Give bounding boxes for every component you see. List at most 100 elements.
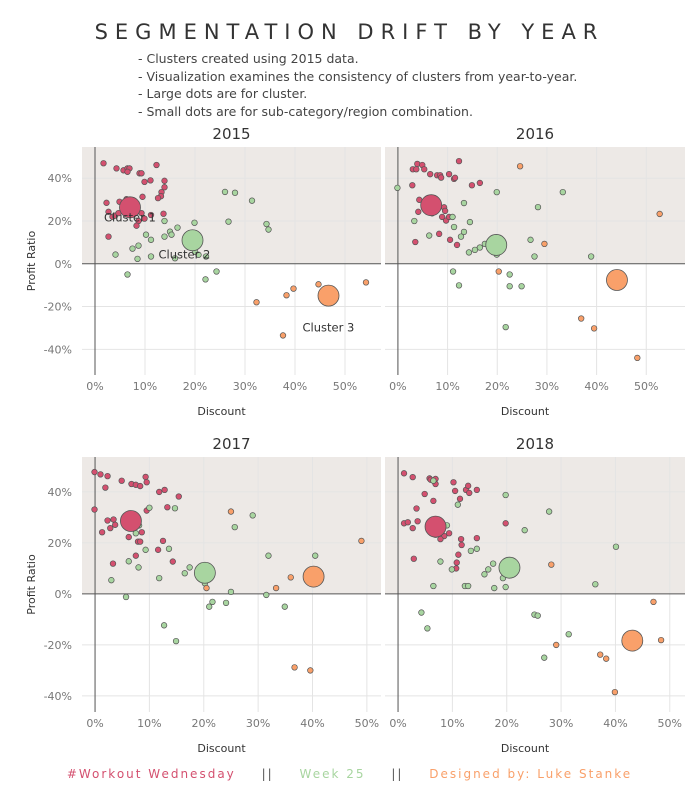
point-cluster-1: [100, 160, 107, 167]
point-cluster-2: [457, 233, 465, 240]
cluster-centroid-1: [120, 510, 142, 532]
point-cluster-2: [265, 226, 272, 233]
point-cluster-2: [125, 558, 132, 565]
point-cluster-1: [161, 486, 168, 494]
panel-2015: 2015 0% 10% 20% 30% 40% 50% -40% -20% 0% 20% 40% Dis…: [25, 125, 381, 418]
point-cluster-2: [565, 631, 572, 638]
x-tick-label: 50%: [333, 380, 357, 393]
point-cluster-1: [105, 233, 112, 240]
point-cluster-2: [231, 523, 238, 531]
point-cluster-3: [597, 651, 604, 658]
point-cluster-2: [460, 228, 468, 236]
point-cluster-1: [133, 222, 140, 229]
point-cluster-1: [445, 171, 453, 178]
point-cluster-2: [493, 188, 500, 196]
point-cluster-2: [248, 197, 256, 204]
scatter-panels: 2015 0% 10% 20% 30% 40% 50% -40% -20% 0% 20% 40% Dis…: [25, 125, 685, 755]
point-cluster-2: [518, 283, 525, 290]
x-tick-label: 30%: [535, 380, 559, 393]
point-cluster-2: [312, 552, 319, 559]
point-cluster-3: [227, 508, 235, 515]
point-cluster-2: [527, 236, 534, 243]
y-tick-label: 40%: [48, 486, 72, 499]
point-cluster-1: [456, 495, 464, 502]
y-tick-label: 20%: [48, 537, 72, 550]
point-cluster-2: [534, 612, 541, 619]
point-cluster-2: [506, 271, 513, 278]
point-cluster-1: [446, 236, 454, 243]
point-cluster-3: [516, 163, 524, 170]
panel-2016: 2016 0% 10% 20% 30% 40% 50% Discount: [385, 125, 685, 418]
point-cluster-3: [650, 598, 657, 605]
point-cluster-1: [421, 166, 428, 173]
point-cluster-1: [139, 193, 146, 200]
x-tick-label: 30%: [233, 380, 257, 393]
point-cluster-3: [279, 332, 287, 339]
point-cluster-1: [175, 493, 182, 500]
point-cluster-2: [168, 231, 175, 238]
point-cluster-1: [410, 555, 417, 562]
y-axis-label: Profit Ratio: [25, 554, 38, 615]
point-cluster-1: [156, 488, 163, 496]
point-cluster-2: [135, 564, 142, 571]
point-cluster-2: [160, 622, 168, 629]
point-cluster-1: [415, 208, 422, 215]
x-axis-label: Discount: [197, 405, 246, 418]
point-cluster-1: [105, 208, 112, 215]
point-cluster-1: [413, 505, 420, 512]
point-cluster-2: [473, 545, 480, 552]
y-tick-label: -20%: [44, 639, 72, 652]
cluster-label: Cluster 3: [303, 321, 355, 335]
panel-title: 2015: [212, 125, 250, 143]
point-cluster-3: [315, 281, 322, 288]
point-cluster-3: [290, 285, 297, 292]
point-cluster-1: [161, 177, 168, 184]
cluster-centroid-1: [420, 194, 443, 217]
point-cluster-1: [455, 551, 462, 558]
point-cluster-1: [142, 473, 149, 481]
cluster-centroid-2: [181, 229, 204, 252]
x-tick-label: 20%: [192, 717, 216, 730]
cluster-label: Cluster 2: [159, 247, 211, 261]
point-cluster-1: [453, 559, 460, 566]
point-cluster-1: [125, 533, 132, 541]
footer-hashtag: #Workout Wednesday: [66, 767, 236, 781]
point-cluster-2: [124, 271, 131, 278]
point-cluster-2: [455, 282, 463, 289]
point-cluster-2: [161, 233, 168, 240]
point-cluster-2: [146, 504, 153, 511]
x-axis-label: Discount: [501, 405, 550, 418]
point-cluster-2: [394, 184, 401, 192]
point-cluster-2: [202, 253, 210, 260]
point-cluster-1: [465, 482, 472, 489]
panel-title: 2016: [516, 125, 554, 143]
point-cluster-1: [102, 484, 109, 491]
x-tick-label: 50%: [634, 380, 658, 393]
x-tick-label: 10%: [440, 717, 464, 730]
cluster-centroid-2: [485, 234, 508, 256]
point-cluster-2: [165, 545, 173, 552]
point-cluster-2: [559, 188, 566, 196]
point-cluster-1: [476, 179, 484, 187]
point-cluster-2: [231, 189, 239, 196]
point-cluster-1: [164, 504, 171, 511]
point-cluster-1: [141, 178, 148, 186]
point-cluster-2: [206, 603, 213, 610]
point-cluster-2: [430, 477, 437, 484]
x-tick-label: 20%: [485, 380, 509, 393]
point-cluster-1: [109, 560, 117, 567]
point-cluster-3: [362, 279, 370, 286]
point-cluster-1: [138, 529, 145, 536]
footer-credit: Designed by: Luke Stanke: [429, 767, 633, 781]
panel-2017: 2017 0% 10% 20% 30% 40% 50% -40% -20% 0% 20% 40% Dis…: [25, 435, 381, 755]
x-tick-label: 20%: [183, 380, 207, 393]
point-cluster-2: [174, 224, 181, 231]
point-cluster-2: [490, 560, 497, 567]
point-cluster-2: [135, 242, 142, 249]
point-cluster-1: [91, 468, 98, 476]
point-cluster-3: [272, 584, 280, 592]
point-cluster-3: [291, 664, 298, 671]
point-cluster-1: [104, 517, 111, 524]
x-tick-label: 20%: [495, 717, 519, 730]
point-cluster-2: [411, 217, 418, 225]
